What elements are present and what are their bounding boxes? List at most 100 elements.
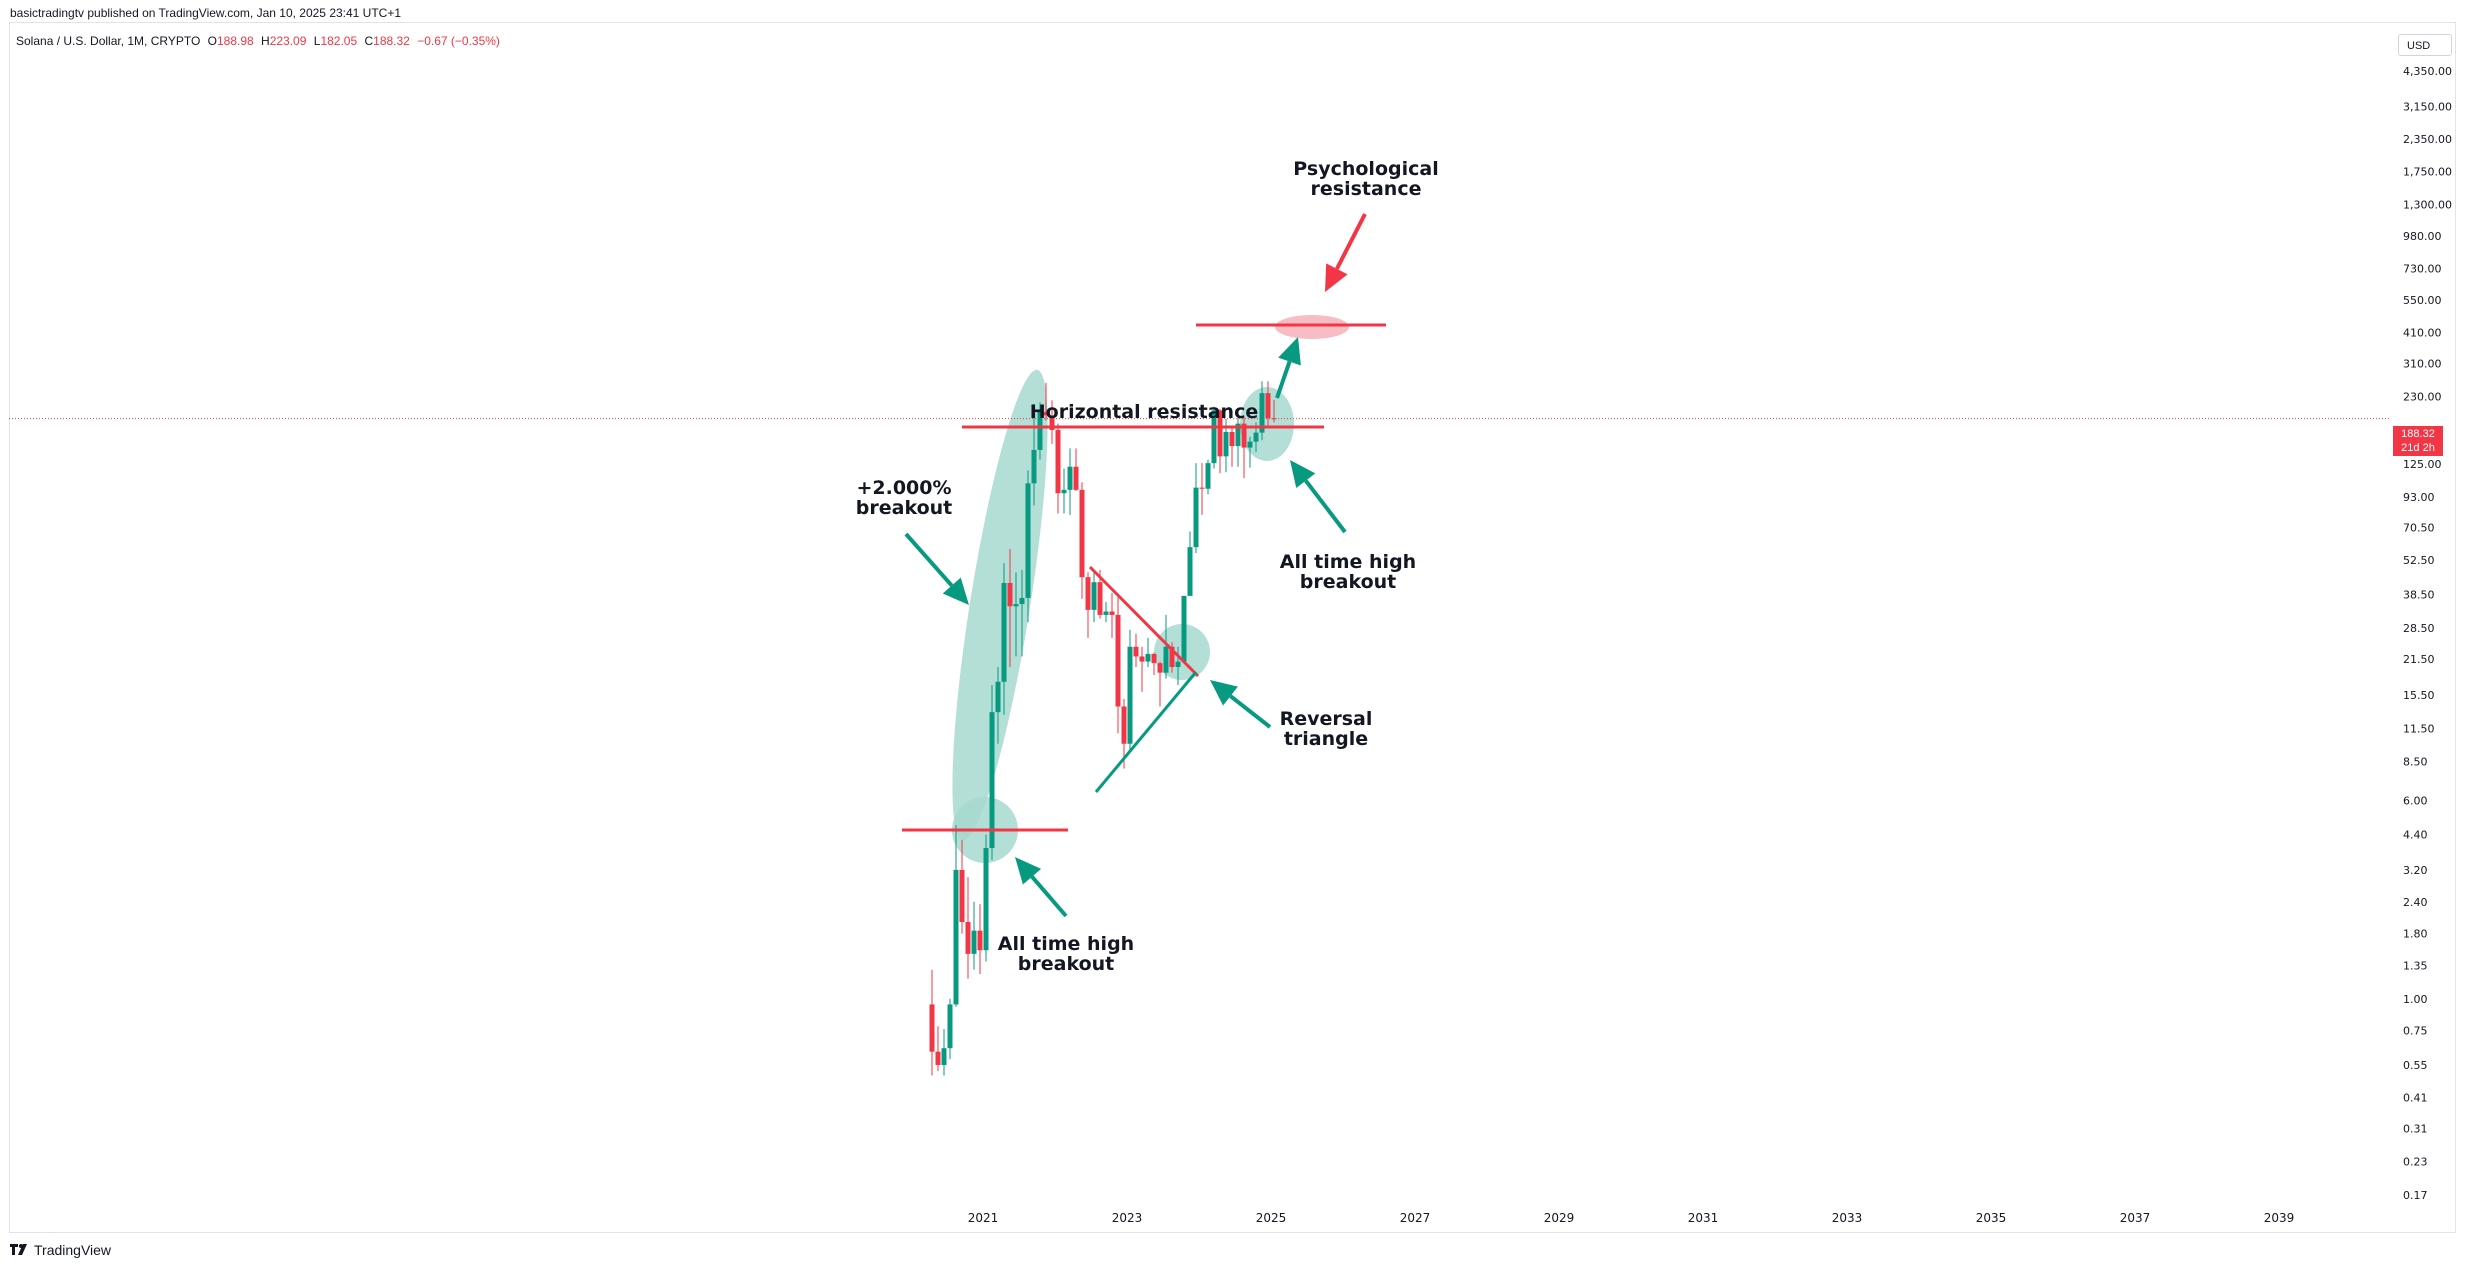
ath-up-arrow-icon-head	[1278, 337, 1301, 366]
price-tick-label: 550.00	[2403, 294, 2442, 307]
candle-body	[1211, 410, 1217, 464]
time-tick-label: 2039	[2264, 1211, 2295, 1225]
candle-body	[1103, 611, 1109, 615]
reversal-arrow-icon-head	[1210, 680, 1238, 706]
breakout-arrow-icon	[904, 532, 969, 605]
candle-body	[995, 681, 1001, 713]
candle-body	[1193, 487, 1199, 548]
candle-body	[1091, 582, 1097, 610]
candle-body	[1199, 487, 1205, 489]
price-tick-label: 52.50	[2403, 554, 2435, 567]
candle-body	[1037, 411, 1043, 450]
candle-body	[1007, 582, 1013, 607]
price-tick-label: 310.00	[2403, 357, 2442, 370]
reversal-arrow-icon-shaft	[1229, 694, 1272, 729]
price-tick-label: 3,150.00	[2403, 101, 2452, 114]
candle-body	[1181, 595, 1187, 662]
candle-body	[1241, 423, 1247, 448]
ath-breakout-arrow-icon-head	[1290, 460, 1316, 488]
annotation-ath-breakout-upper: breakout	[1300, 571, 1396, 593]
price-tick-label: 0.31	[2403, 1122, 2428, 1135]
time-tick-label: 2027	[1400, 1211, 1431, 1225]
open-label: O	[207, 34, 217, 48]
price-tick-label: 38.50	[2403, 588, 2435, 601]
breakout-highlight-ellipse	[952, 369, 1048, 841]
candle-body	[1259, 393, 1265, 433]
price-tick-label: 28.50	[2403, 622, 2435, 635]
annotation-psychological-resistance: resistance	[1311, 178, 1422, 200]
ath-low-arrow-icon-shaft	[1030, 875, 1068, 918]
ath-up-arrow-icon-shaft	[1275, 360, 1292, 399]
candle-body	[1145, 653, 1151, 662]
annotation-ath-breakout-lower: All time high	[998, 933, 1134, 955]
candle-body	[1133, 646, 1139, 657]
annotation-psychological-resistance: Psychological	[1293, 158, 1438, 180]
ath-breakout-arrow-icon-shaft	[1304, 479, 1347, 534]
candle-body	[989, 712, 995, 849]
time-tick-label: 2031	[1688, 1211, 1719, 1225]
price-tick-label: 1,750.00	[2403, 166, 2452, 179]
time-tick-label: 2029	[1544, 1211, 1575, 1225]
candle-body	[941, 1048, 947, 1065]
candle-body	[1073, 466, 1079, 490]
candle-body	[1229, 431, 1235, 447]
candle-body	[1031, 449, 1037, 484]
symbol-title[interactable]: Solana / U.S. Dollar, 1M, CRYPTO	[16, 34, 201, 48]
tradingview-logo-icon[interactable]	[10, 1242, 30, 1258]
symbol-legend: Solana / U.S. Dollar, 1M, CRYPTO O188.98…	[16, 34, 500, 48]
psychological-arrow-icon-head	[1325, 263, 1348, 292]
ath-retest-highlight-circle	[1240, 387, 1294, 461]
reversal-arrow-icon	[1210, 680, 1272, 729]
price-tick-label: 0.17	[2403, 1189, 2428, 1202]
price-tick-label: 410.00	[2403, 326, 2442, 339]
price-tick-label: 0.75	[2403, 1025, 2428, 1038]
annotation-reversal-triangle: triangle	[1284, 728, 1368, 750]
price-tick-label: 2,350.00	[2403, 133, 2452, 146]
candle-body	[1175, 661, 1181, 667]
price-tick-label: 1.35	[2403, 960, 2428, 973]
candle-body	[1013, 604, 1019, 607]
ath-breakout-arrow-icon	[1290, 460, 1347, 534]
price-tick-label: 21.50	[2403, 653, 2435, 666]
price-tick-label: 93.00	[2403, 491, 2435, 504]
psychological-arrow-icon	[1325, 213, 1367, 292]
price-tick-label: 1.00	[2403, 993, 2428, 1006]
footer-brand[interactable]: TradingView	[34, 1242, 112, 1258]
candle-body	[1061, 489, 1067, 494]
candle-body	[1127, 646, 1133, 744]
breakout-arrow-icon-head	[942, 577, 969, 605]
last-price-tag: 188.32 21d 2h	[2393, 426, 2443, 456]
low-value: 182.05	[320, 34, 358, 48]
candle-body	[1163, 646, 1169, 673]
price-tick-label: 6.00	[2403, 794, 2428, 807]
annotation-reversal-triangle: Reversal	[1280, 708, 1373, 730]
price-tick-label: 3.20	[2403, 864, 2428, 877]
candle-body	[1079, 489, 1085, 578]
psychological-arrow-icon-shaft	[1335, 213, 1367, 270]
high-label: H	[261, 34, 270, 48]
price-tick-label: 230.00	[2403, 390, 2442, 403]
candle-body	[1187, 547, 1193, 596]
annotation-ath-breakout-upper: All time high	[1280, 551, 1416, 573]
candle-body	[977, 930, 983, 951]
price-tick-label: 4,350.00	[2403, 65, 2452, 78]
breakout-arrow-icon-shaft	[904, 532, 954, 587]
price-tick-label: 11.50	[2403, 722, 2435, 735]
candle-body	[1115, 614, 1121, 707]
price-tick-label: 0.23	[2403, 1156, 2428, 1169]
footer: TradingView	[10, 1242, 111, 1258]
candle-body	[1151, 653, 1157, 664]
candle-body	[1157, 663, 1163, 673]
candle-body	[1139, 656, 1145, 662]
candle-body	[1169, 646, 1175, 667]
price-tick-label: 1,300.00	[2403, 199, 2452, 212]
price-tick-label: 1.80	[2403, 928, 2428, 941]
psychological-highlight-ellipse	[1275, 315, 1349, 339]
time-tick-label: 2025	[1256, 1211, 1287, 1225]
currency-selector[interactable]: USD	[2398, 34, 2452, 56]
ath-low-arrow-icon	[1015, 857, 1068, 918]
ath-low-arrow-icon-head	[1015, 857, 1042, 885]
countdown-timer: 21d 2h	[2401, 442, 2435, 454]
time-tick-label: 2021	[968, 1211, 999, 1225]
